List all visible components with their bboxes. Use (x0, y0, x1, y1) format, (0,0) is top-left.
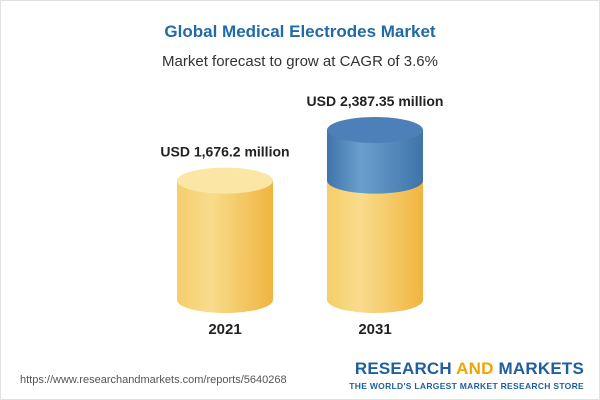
category-label-2031: 2031 (358, 321, 391, 338)
brand-tagline: THE WORLD'S LARGEST MARKET RESEARCH STOR… (349, 381, 584, 391)
bar-2021-body (177, 180, 273, 313)
chart-subtitle: Market forecast to grow at CAGR of 3.6% (162, 53, 438, 70)
bar-2031-growth-body (327, 130, 423, 194)
bar-2031-top (327, 117, 423, 143)
value-label-2021: USD 1,676.2 million (160, 144, 289, 160)
brand-name: RESEARCH AND MARKETS (354, 359, 584, 378)
value-label-2031: USD 2,387.35 million (307, 93, 444, 109)
category-label-2021: 2021 (208, 321, 241, 338)
bar-2021-top (177, 167, 273, 194)
source-url: https://www.researchandmarkets.com/repor… (20, 374, 287, 386)
brand-logo: RESEARCH AND MARKETS THE WORLD'S LARGEST… (349, 359, 584, 392)
chart-title: Global Medical Electrodes Market (164, 22, 436, 41)
bar-2031-base-body (327, 180, 423, 313)
